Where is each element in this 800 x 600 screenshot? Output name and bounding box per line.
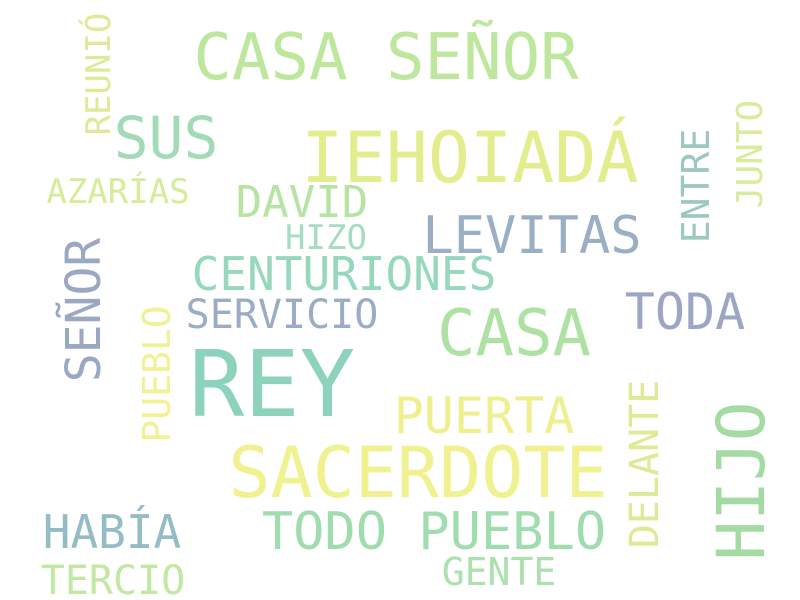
- word-centuriones: CENTURIONES: [191, 247, 497, 301]
- word-reunio: REUNIÓ: [79, 12, 119, 136]
- word-sus: SUS: [113, 104, 219, 172]
- word-hijo: HIJO: [703, 401, 780, 561]
- word-azarias: AZARÍAS: [46, 172, 190, 212]
- word-todo-pueblo: TODO PUEBLO: [261, 502, 607, 562]
- word-rey: REY: [188, 331, 356, 438]
- word-casa: CASA: [436, 297, 592, 371]
- word-casa-senor: CASA SEÑOR: [193, 21, 579, 95]
- word-gente: GENTE: [441, 550, 557, 594]
- word-levitas: LEVITAS: [422, 206, 642, 266]
- word-servicio: SERVICIO: [185, 292, 379, 338]
- word-delante: DELANTE: [622, 379, 668, 549]
- word-senor: SEÑOR: [56, 237, 112, 383]
- word-entre: ENTRE: [674, 128, 718, 244]
- word-hizo: HIZO: [285, 218, 367, 258]
- word-tercio: TERCIO: [40, 558, 186, 600]
- word-pueblo: PUEBLO: [135, 305, 179, 443]
- word-sacerdote: SACERDOTE: [228, 432, 608, 514]
- word-iehoiada: IEHOIADÁ: [301, 117, 639, 199]
- word-david: DAVID: [235, 177, 369, 228]
- word-junto: JUNTO: [730, 99, 771, 209]
- word-toda: TODA: [624, 283, 746, 341]
- word-puerta: PUERTA: [393, 387, 575, 445]
- word-habia: HABÍA: [42, 505, 182, 559]
